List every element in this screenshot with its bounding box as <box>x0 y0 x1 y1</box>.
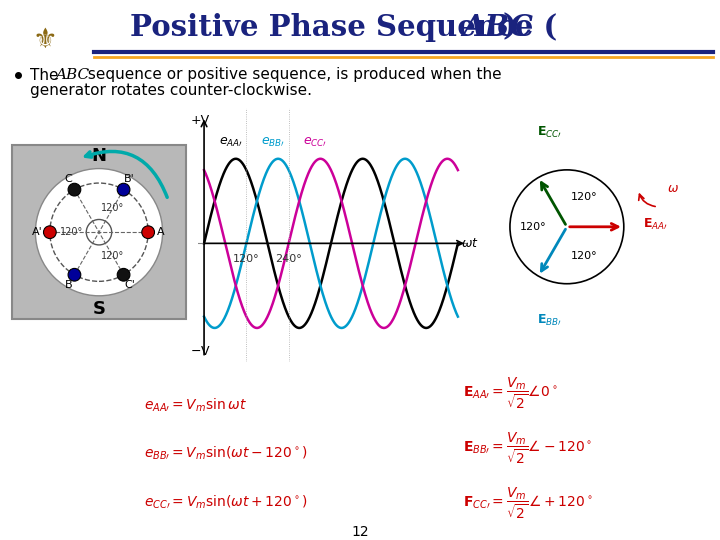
Text: The: The <box>30 68 63 83</box>
Text: Positive Phase Sequence (: Positive Phase Sequence ( <box>130 12 557 42</box>
Text: ): ) <box>503 12 517 42</box>
Text: $e_{BB\prime} = V_m \sin(\omega t - 120^\circ)$: $e_{BB\prime} = V_m \sin(\omega t - 120^… <box>144 445 307 462</box>
Text: A: A <box>157 227 164 237</box>
Circle shape <box>117 183 130 196</box>
Text: 120°: 120° <box>233 254 260 265</box>
Circle shape <box>68 183 81 196</box>
Circle shape <box>35 168 163 296</box>
Text: $\mathbf{F}_{CC\prime} = \dfrac{V_m}{\sqrt{2}} \angle +120^\circ$: $\mathbf{F}_{CC\prime} = \dfrac{V_m}{\sq… <box>464 485 593 521</box>
Text: B': B' <box>125 174 135 184</box>
Text: A': A' <box>32 227 43 237</box>
Text: C': C' <box>125 280 135 291</box>
Text: $\omega$: $\omega$ <box>667 181 678 194</box>
Text: $\mathbf{E}_{AA\prime} = \dfrac{V_m}{\sqrt{2}} \angle 0^\circ$: $\mathbf{E}_{AA\prime} = \dfrac{V_m}{\sq… <box>464 375 558 411</box>
Text: 120°: 120° <box>571 192 598 202</box>
Text: ABC: ABC <box>55 68 89 82</box>
Text: N: N <box>91 147 107 165</box>
Text: C: C <box>64 174 72 184</box>
Text: $\mathbf{E}_{BB\prime} = \dfrac{V_m}{\sqrt{2}} \angle -120^\circ$: $\mathbf{E}_{BB\prime} = \dfrac{V_m}{\sq… <box>464 430 593 466</box>
Text: ⚜: ⚜ <box>32 26 58 55</box>
Text: 120°: 120° <box>102 203 125 213</box>
Text: $-$V: $-$V <box>190 345 211 358</box>
Circle shape <box>68 268 81 281</box>
Text: S: S <box>92 300 106 318</box>
Text: $e_{CC\prime} = V_m \sin(\omega t + 120^\circ)$: $e_{CC\prime} = V_m \sin(\omega t + 120^… <box>144 494 308 511</box>
Circle shape <box>142 226 155 239</box>
Circle shape <box>117 268 130 281</box>
Text: 120°: 120° <box>519 222 546 232</box>
Text: B: B <box>65 280 72 291</box>
Text: $e_{BB\prime}$: $e_{BB\prime}$ <box>261 136 285 148</box>
Text: $\mathbf{E}_{AA\prime}$: $\mathbf{E}_{AA\prime}$ <box>643 217 667 232</box>
Polygon shape <box>12 145 186 319</box>
Text: $e_{CC\prime}$: $e_{CC\prime}$ <box>303 136 328 148</box>
Text: 120°: 120° <box>571 252 598 261</box>
Text: sequence or positive sequence, is produced when the: sequence or positive sequence, is produc… <box>83 68 502 83</box>
Text: 12: 12 <box>351 525 369 539</box>
Text: 240°: 240° <box>275 254 302 265</box>
Text: generator rotates counter-clockwise.: generator rotates counter-clockwise. <box>30 83 312 98</box>
Text: $\mathbf{E}_{CC\prime}$: $\mathbf{E}_{CC\prime}$ <box>537 125 562 140</box>
Text: $e_{AA\prime} = V_m \sin\omega t$: $e_{AA\prime} = V_m \sin\omega t$ <box>144 396 247 414</box>
Text: $e_{AA\prime}$: $e_{AA\prime}$ <box>219 136 243 148</box>
Text: $\mathbf{E}_{BB\prime}$: $\mathbf{E}_{BB\prime}$ <box>537 313 562 328</box>
Text: $\omega t$: $\omega t$ <box>461 237 479 250</box>
Text: 120°: 120° <box>60 227 83 237</box>
Text: +V: +V <box>191 114 210 127</box>
Text: 120°: 120° <box>102 251 125 261</box>
Circle shape <box>43 226 56 239</box>
Text: ABC: ABC <box>462 12 533 42</box>
